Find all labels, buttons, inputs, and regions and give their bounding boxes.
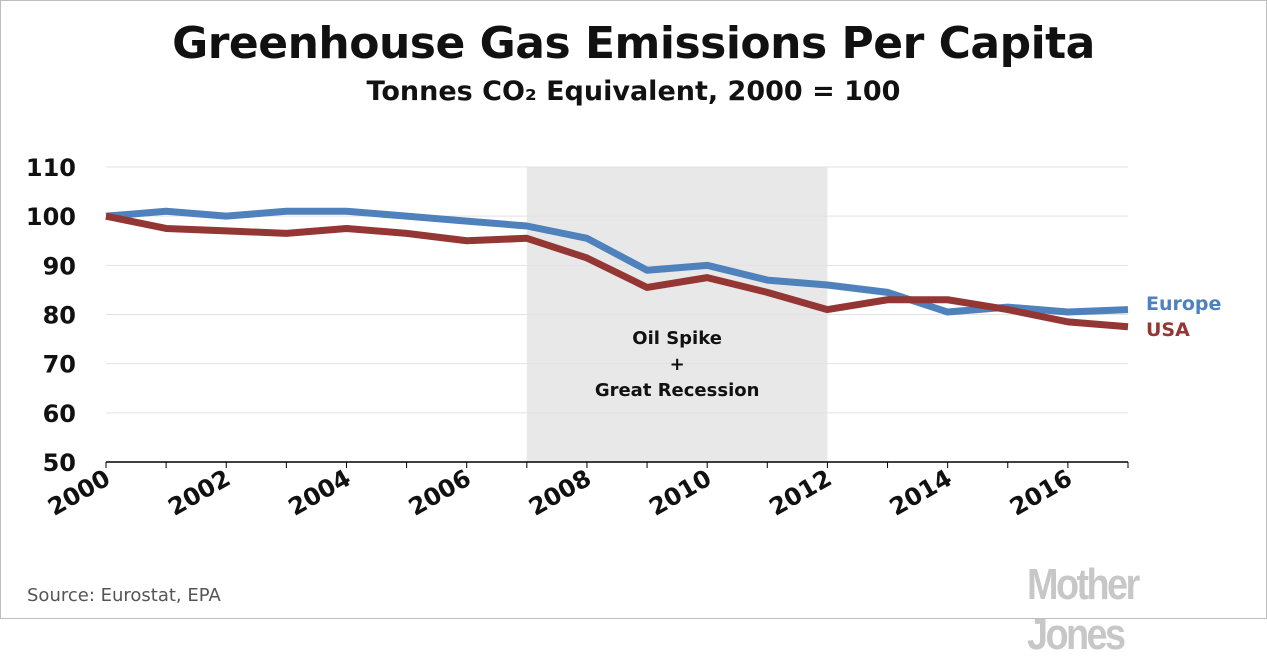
x-tick-label: 2010 xyxy=(644,464,716,522)
series-label-usa: USA xyxy=(1146,319,1190,341)
x-axis-ticks: 2000 2002 2004 2006 2008 2010 2012 2014 2016 xyxy=(43,462,1129,522)
gridlines xyxy=(106,166,1128,463)
chart-subtitle: Tonnes CO₂ Equivalent, 2000 = 100 xyxy=(366,76,901,107)
annotation-line-2: Great Recession xyxy=(595,380,760,401)
annotation-line-1: + xyxy=(670,354,685,375)
mother-jones-logo: Mother Jones xyxy=(1027,560,1140,659)
y-axis-ticks: 50 60 70 80 90 100 110 xyxy=(26,154,76,477)
y-tick-label: 60 xyxy=(43,400,76,428)
x-tick-label: 2014 xyxy=(885,464,957,522)
y-tick-label: 80 xyxy=(43,302,76,330)
series-line-usa xyxy=(105,212,1129,331)
series-lines xyxy=(105,207,1129,331)
source-note: Source: Eurostat, EPA xyxy=(27,585,221,606)
y-tick-label: 70 xyxy=(43,351,76,379)
y-tick-label: 50 xyxy=(43,449,76,477)
annotation-text: Oil Spike + Great Recession xyxy=(595,328,760,401)
y-tick-label: 110 xyxy=(26,154,76,182)
x-tick-label: 2006 xyxy=(404,464,476,522)
x-tick-label: 2016 xyxy=(1005,464,1077,522)
series-line-europe xyxy=(105,207,1129,316)
x-tick-label: 2004 xyxy=(284,464,356,522)
chart-title: Greenhouse Gas Emissions Per Capita xyxy=(172,18,1095,69)
x-tick-label: 2012 xyxy=(765,464,837,522)
series-label-europe: Europe xyxy=(1146,293,1221,315)
annotation-line-0: Oil Spike xyxy=(632,328,722,349)
x-tick-label: 2002 xyxy=(163,464,235,522)
x-tick-label: 2008 xyxy=(524,464,596,522)
series-labels: Europe USA xyxy=(1146,293,1221,341)
y-tick-label: 100 xyxy=(26,203,76,231)
y-tick-label: 90 xyxy=(43,252,76,280)
